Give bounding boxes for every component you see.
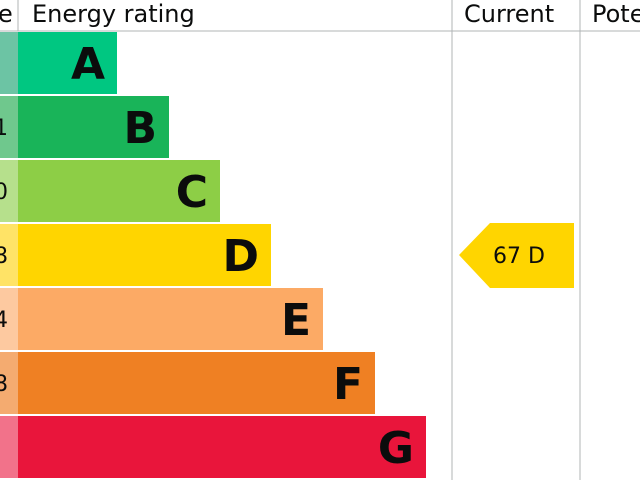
band-letter: B <box>123 103 157 154</box>
band-bar-e <box>18 288 323 350</box>
band-letter: E <box>281 295 311 346</box>
band-letter: C <box>176 167 208 218</box>
header-energy-rating: Energy rating <box>32 0 195 28</box>
header-current: Current <box>464 0 554 28</box>
score-range-label: 4 <box>0 308 8 333</box>
band-bar-a <box>18 32 117 94</box>
current-rating-arrow: 67 D <box>459 223 574 288</box>
score-cell <box>0 96 18 158</box>
band-letter: D <box>222 231 259 282</box>
header-potential: Pote <box>592 0 640 28</box>
band-letter: A <box>71 39 105 90</box>
score-range-label: 1 <box>0 116 8 141</box>
score-cell <box>0 352 18 414</box>
band-bar-c <box>18 160 220 222</box>
band-letter: F <box>333 359 363 410</box>
header-score: e <box>0 0 13 28</box>
score-range-label: 8 <box>0 244 8 269</box>
score-range-label: 0 <box>0 180 8 205</box>
band-bar-f <box>18 352 375 414</box>
band-bar-d <box>18 224 271 286</box>
score-cell <box>0 288 18 350</box>
score-cell <box>0 32 18 94</box>
score-cell <box>0 224 18 286</box>
band-bar-g <box>18 416 426 478</box>
band-letter: G <box>378 423 414 474</box>
score-range-label: 8 <box>0 372 8 397</box>
current-rating-label: 67 D <box>493 244 545 269</box>
score-cell <box>0 416 18 478</box>
band-bar-b <box>18 96 169 158</box>
score-cell <box>0 160 18 222</box>
